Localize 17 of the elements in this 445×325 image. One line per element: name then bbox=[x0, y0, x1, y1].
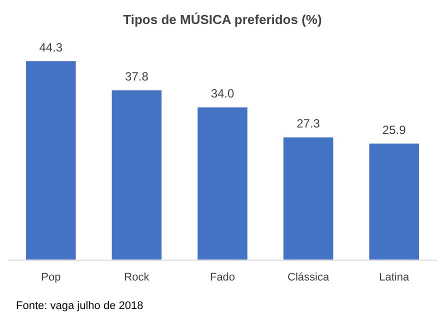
bar bbox=[26, 61, 76, 260]
x-tick-label: Fado bbox=[210, 271, 236, 284]
chart-title: Tipos de MÚSICA preferidos (%) bbox=[122, 12, 323, 27]
data-label: 34.0 bbox=[210, 86, 234, 101]
bar bbox=[369, 144, 419, 260]
data-label: 37.8 bbox=[125, 70, 149, 84]
data-label: 25.9 bbox=[382, 122, 406, 137]
bar bbox=[283, 137, 334, 260]
bar bbox=[112, 90, 162, 260]
x-tick-label: Clássica bbox=[288, 271, 330, 284]
data-label: 27.3 bbox=[296, 116, 320, 131]
x-tick-label: Latina bbox=[379, 271, 410, 284]
x-tick-label: Rock bbox=[124, 271, 150, 284]
data-label: 44.3 bbox=[39, 40, 63, 54]
x-tick-label: Pop bbox=[41, 271, 61, 284]
bar bbox=[198, 107, 248, 260]
source-note: Fonte: vaga julho de 2018 bbox=[16, 300, 144, 312]
